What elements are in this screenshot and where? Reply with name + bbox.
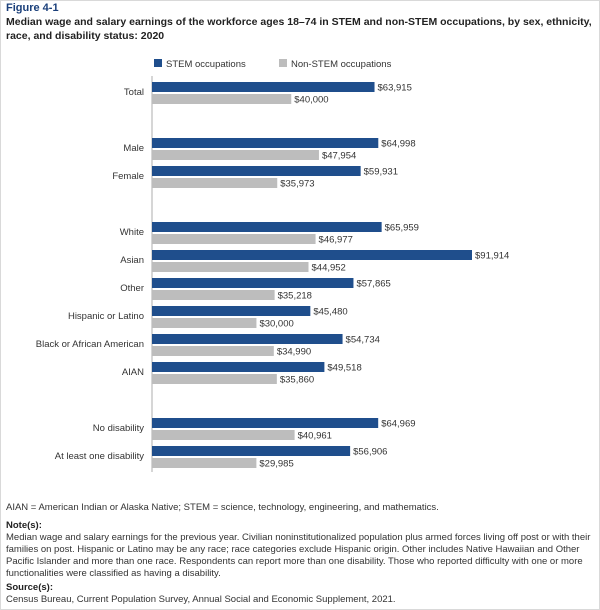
category-label-female: Female (112, 171, 144, 182)
bar-stem-at-least-one-disability (152, 446, 351, 456)
data-label-non-stem-hispanic-or-latino: $30,000 (259, 319, 293, 330)
bar-stem-no-disability (152, 418, 379, 428)
legend-swatch-non-stem (279, 59, 287, 67)
bar-non-stem-female (152, 178, 278, 188)
note-heading: Note(s): (6, 520, 42, 531)
category-label-at-least-one-disability: At least one disability (55, 451, 144, 462)
category-label-no-disability: No disability (93, 423, 144, 434)
bar-non-stem-no-disability (152, 430, 295, 440)
data-label-stem-white: $65,959 (385, 223, 419, 234)
bar-stem-aian (152, 362, 325, 372)
data-label-non-stem-black-or-african-american: $34,990 (277, 347, 311, 358)
category-label-black-or-african-american: Black or African American (36, 339, 144, 350)
data-label-non-stem-no-disability: $40,961 (298, 431, 332, 442)
data-label-stem-no-disability: $64,969 (381, 419, 415, 430)
data-label-non-stem-white: $46,977 (319, 235, 353, 246)
data-label-non-stem-aian: $35,860 (280, 375, 314, 386)
bar-non-stem-white (152, 234, 316, 244)
source-text: Census Bureau, Current Population Survey… (6, 594, 396, 605)
category-label-other: Other (120, 283, 144, 294)
category-label-hispanic-or-latino: Hispanic or Latino (68, 311, 144, 322)
category-label-asian: Asian (120, 255, 144, 266)
bar-non-stem-aian (152, 374, 277, 384)
category-label-white: White (120, 227, 144, 238)
data-label-stem-aian: $49,518 (327, 363, 361, 374)
bar-stem-hispanic-or-latino (152, 306, 311, 316)
bar-stem-asian (152, 250, 472, 260)
bar-non-stem-at-least-one-disability (152, 458, 257, 468)
figure-label: Figure 4-1 (6, 2, 59, 14)
note-text: Median wage and salary earnings for the … (6, 532, 591, 579)
data-label-non-stem-asian: $44,952 (312, 263, 346, 274)
bar-non-stem-total (152, 94, 292, 104)
bar-chart: STEM occupations Non-STEM occupations Tota… (36, 59, 509, 472)
data-label-non-stem-total: $40,000 (294, 95, 328, 106)
data-label-non-stem-female: $35,973 (280, 179, 314, 190)
source-heading: Source(s): (6, 582, 53, 593)
data-label-non-stem-male: $47,954 (322, 151, 356, 162)
legend-label-stem: STEM occupations (166, 59, 246, 70)
figure-title: Median wage and salary earnings of the w… (6, 16, 592, 42)
data-label-non-stem-at-least-one-disability: $29,985 (259, 459, 293, 470)
bar-non-stem-other (152, 290, 275, 300)
data-label-stem-at-least-one-disability: $56,906 (353, 447, 387, 458)
data-label-stem-other: $57,865 (356, 279, 390, 290)
bar-stem-male (152, 138, 379, 148)
legend-swatch-stem (154, 59, 162, 67)
category-label-total: Total (124, 87, 144, 98)
category-label-aian: AIAN (122, 367, 144, 378)
bar-stem-female (152, 166, 361, 176)
abbreviations-text: AIAN = American Indian or Alaska Native;… (6, 502, 439, 513)
bar-stem-total (152, 82, 375, 92)
bar-stem-other (152, 278, 354, 288)
bar-non-stem-asian (152, 262, 309, 272)
data-label-stem-female: $59,931 (364, 167, 398, 178)
data-label-stem-asian: $91,914 (475, 251, 509, 262)
bar-non-stem-black-or-african-american (152, 346, 274, 356)
category-label-male: Male (123, 143, 144, 154)
data-label-stem-black-or-african-american: $54,734 (346, 335, 380, 346)
data-label-stem-hispanic-or-latino: $45,480 (313, 307, 347, 318)
bar-stem-black-or-african-american (152, 334, 343, 344)
data-label-non-stem-other: $35,218 (278, 291, 312, 302)
legend-label-non-stem: Non-STEM occupations (291, 59, 392, 70)
data-label-stem-male: $64,998 (381, 139, 415, 150)
bar-non-stem-male (152, 150, 319, 160)
bar-non-stem-hispanic-or-latino (152, 318, 257, 328)
bar-stem-white (152, 222, 382, 232)
data-label-stem-total: $63,915 (378, 83, 412, 94)
